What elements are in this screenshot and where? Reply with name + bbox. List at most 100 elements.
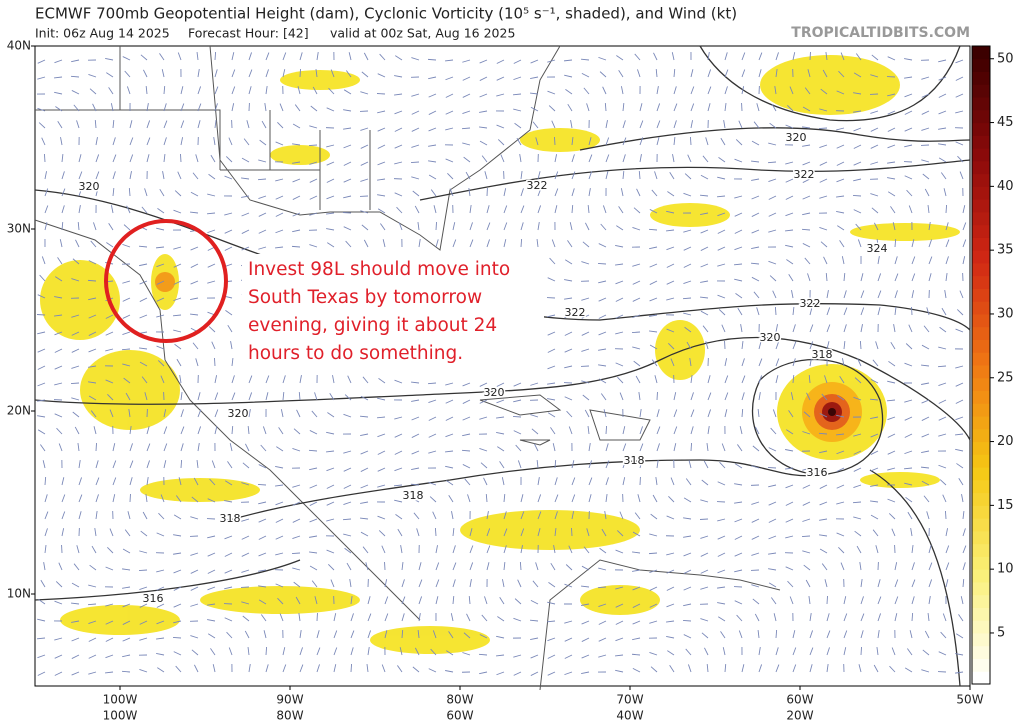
wind-barb	[536, 239, 539, 248]
wind-barb	[139, 347, 148, 350]
wind-barb	[122, 637, 131, 642]
wind-barb	[787, 580, 794, 588]
wind-barb	[875, 545, 879, 554]
colorbar-segment	[972, 122, 990, 136]
wind-barb	[326, 144, 335, 148]
wind-barb	[904, 58, 913, 61]
wind-barb	[962, 511, 965, 520]
wind-barb	[615, 549, 624, 554]
wind-barb	[275, 501, 284, 506]
wind-barb	[121, 670, 131, 673]
wind-barb	[258, 212, 267, 217]
wind-barb	[377, 73, 386, 78]
wind-barb	[666, 297, 675, 301]
wind-barb	[700, 618, 709, 622]
wind-barb	[208, 326, 216, 333]
wind-barb	[699, 518, 709, 520]
wind-barb	[143, 69, 148, 78]
wind-barb	[620, 86, 624, 95]
wind-barb	[310, 105, 318, 112]
wind-barb	[360, 450, 369, 455]
wind-barb	[428, 144, 437, 147]
wind-barb	[227, 461, 233, 469]
wind-barb	[513, 76, 522, 81]
wind-barb	[941, 307, 947, 316]
wind-barb	[926, 511, 930, 520]
wind-barb	[76, 545, 80, 554]
wind-barb	[853, 516, 862, 520]
wind-barb	[670, 477, 675, 486]
wind-barb	[819, 484, 828, 489]
wind-barb	[872, 359, 879, 367]
wind-barb	[517, 460, 522, 469]
wind-barb	[565, 89, 573, 95]
wind-barb	[242, 615, 250, 622]
wind-barb	[537, 511, 542, 520]
wind-barb	[683, 517, 692, 520]
wind-barb	[563, 59, 573, 62]
wind-barb	[928, 222, 931, 231]
wind-barb	[615, 331, 624, 335]
wind-barb	[690, 392, 694, 401]
highlight-circle	[104, 219, 228, 343]
wind-barb	[163, 103, 167, 112]
wind-barb	[631, 653, 641, 656]
wind-barb	[904, 144, 913, 148]
wind-barb	[683, 312, 692, 316]
wind-barb	[105, 348, 114, 352]
wind-barb	[228, 137, 233, 146]
wind-barb	[775, 341, 780, 350]
wind-barb	[720, 631, 726, 639]
wind-barb	[411, 450, 420, 455]
wind-barb	[445, 93, 454, 98]
wind-barb	[71, 59, 80, 63]
wind-barb	[598, 297, 607, 302]
wind-barb	[704, 647, 709, 656]
wind-barb	[156, 263, 165, 268]
wind-barb	[282, 647, 286, 656]
wind-barb	[448, 631, 454, 639]
wind-barb	[465, 171, 471, 180]
wind-barb	[139, 550, 148, 554]
wind-barb	[894, 596, 899, 605]
wind-barb	[112, 477, 117, 486]
wind-barb	[180, 153, 182, 163]
wind-barb	[751, 276, 760, 282]
wind-barb	[871, 207, 879, 214]
wind-barb	[717, 569, 726, 574]
wind-barb	[955, 93, 964, 98]
wind-barb	[852, 501, 862, 504]
wind-barb	[615, 362, 624, 367]
wind-barb	[910, 528, 913, 537]
wind-barb	[938, 59, 947, 63]
wind-barb	[772, 409, 777, 418]
wind-barb	[632, 263, 641, 267]
wind-barb	[445, 450, 454, 453]
wind-barb	[122, 620, 131, 625]
wind-barb	[536, 459, 539, 469]
wind-barb	[751, 229, 760, 234]
wind-barb	[636, 188, 641, 197]
wind-barb	[227, 324, 233, 333]
wind-barb	[938, 651, 947, 656]
wind-barb	[363, 239, 369, 248]
wind-barb	[129, 443, 133, 452]
wind-barb	[163, 137, 167, 146]
wind-barb	[299, 630, 302, 639]
wind-barb	[173, 603, 182, 608]
wind-barb	[717, 229, 726, 234]
wind-barb	[928, 239, 933, 248]
wind-barb	[876, 647, 879, 656]
wind-barb	[91, 545, 97, 554]
wind-barb	[299, 664, 304, 673]
wind-barb	[945, 256, 949, 265]
wind-barb	[809, 341, 814, 350]
wind-barb	[638, 170, 641, 180]
wind-barb	[520, 188, 524, 197]
wind-barb	[554, 494, 559, 503]
wind-barb	[673, 120, 677, 129]
wind-barb	[887, 467, 896, 471]
wind-barb	[656, 460, 659, 469]
wind-barb	[502, 579, 505, 588]
wind-barb	[911, 545, 914, 554]
